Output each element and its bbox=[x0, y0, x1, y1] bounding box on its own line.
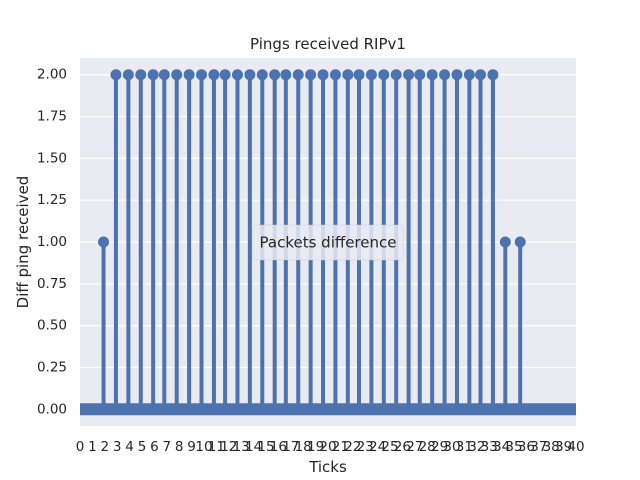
x-tick-label: 15 bbox=[257, 439, 274, 455]
x-tick-label: 5 bbox=[138, 439, 147, 455]
x-tick-label: 25 bbox=[381, 439, 398, 455]
stem-marker bbox=[219, 69, 231, 81]
stem-marker bbox=[451, 69, 463, 81]
legend-label: Packets difference bbox=[260, 234, 397, 252]
x-tick-label: 12 bbox=[220, 439, 237, 455]
x-tick-label: 11 bbox=[208, 439, 225, 455]
x-tick-label: 36 bbox=[518, 439, 535, 455]
chart-title: Pings received RIPv1 bbox=[250, 35, 406, 53]
x-tick-label: 27 bbox=[406, 439, 423, 455]
stem-marker bbox=[463, 69, 475, 81]
x-tick-label: 35 bbox=[505, 439, 522, 455]
stem-marker bbox=[305, 69, 317, 81]
stem-marker bbox=[292, 69, 304, 81]
x-tick-label: 10 bbox=[195, 439, 212, 455]
x-tick-label: 8 bbox=[175, 439, 184, 455]
x-tick-label: 22 bbox=[344, 439, 361, 455]
y-tick-label: 0.00 bbox=[37, 401, 67, 417]
stem-marker bbox=[378, 69, 390, 81]
x-ticks: 0 1 2 3 4 5 6 7 8 9 101112131415161718192021222324… bbox=[76, 439, 585, 455]
x-tick-label: 39 bbox=[555, 439, 572, 455]
y-ticks: 0.00 0.25 0.50 0.75 1.00 1.25 1.50 1.75 2.00 bbox=[37, 67, 67, 418]
stem-marker bbox=[487, 69, 499, 81]
stem-marker bbox=[342, 69, 354, 81]
x-tick-label: 17 bbox=[282, 439, 299, 455]
y-tick-label: 1.75 bbox=[37, 109, 67, 125]
x-tick-label: 1 bbox=[88, 439, 97, 455]
stem-marker bbox=[426, 69, 438, 81]
legend-box bbox=[252, 224, 404, 261]
legend: Packets difference bbox=[252, 224, 404, 261]
x-tick-label: 38 bbox=[543, 439, 560, 455]
x-tick-label: 4 bbox=[125, 439, 134, 455]
stem-marker bbox=[196, 69, 208, 81]
stem-marker bbox=[439, 69, 451, 81]
x-tick-label: 31 bbox=[456, 439, 473, 455]
x-tick-label: 28 bbox=[419, 439, 436, 455]
stem-marker bbox=[158, 69, 170, 81]
y-tick-label: 0.50 bbox=[37, 318, 67, 334]
x-tick-label: 16 bbox=[270, 439, 287, 455]
x-tick-label: 19 bbox=[307, 439, 324, 455]
y-tick-label: 2.00 bbox=[37, 67, 67, 83]
stem-marker bbox=[208, 69, 220, 81]
x-tick-label: 33 bbox=[481, 439, 498, 455]
x-tick-label: 9 bbox=[187, 439, 196, 455]
x-tick-label: 23 bbox=[357, 439, 374, 455]
stem-marker bbox=[122, 69, 134, 81]
x-tick-label: 0 bbox=[76, 439, 85, 455]
stem-marker bbox=[231, 69, 243, 81]
stem-marker bbox=[514, 236, 526, 248]
stem-marker bbox=[269, 69, 281, 81]
stem-marker bbox=[329, 69, 341, 81]
x-tick-label: 29 bbox=[431, 439, 448, 455]
x-tick-label: 24 bbox=[369, 439, 386, 455]
stem-marker bbox=[171, 69, 183, 81]
y-tick-label: 0.75 bbox=[37, 276, 67, 292]
x-tick-label: 21 bbox=[332, 439, 349, 455]
stem-marker bbox=[183, 69, 195, 81]
y-axis-label: Diff ping received bbox=[14, 176, 32, 309]
x-axis-label: Ticks bbox=[308, 458, 347, 476]
stem-marker bbox=[147, 69, 159, 81]
x-tick-label: 32 bbox=[468, 439, 485, 455]
stem-marker bbox=[110, 69, 122, 81]
x-tick-label: 18 bbox=[295, 439, 312, 455]
stem-marker bbox=[353, 69, 365, 81]
stem-marker bbox=[98, 236, 110, 248]
x-tick-label: 2 bbox=[101, 439, 110, 455]
y-tick-label: 1.00 bbox=[37, 234, 67, 250]
x-tick-label: 7 bbox=[163, 439, 172, 455]
stem-marker bbox=[390, 69, 402, 81]
stem-marker bbox=[499, 236, 511, 248]
x-tick-label: 3 bbox=[113, 439, 122, 455]
stem-marker bbox=[244, 69, 256, 81]
x-tick-label: 20 bbox=[319, 439, 336, 455]
x-tick-label: 14 bbox=[245, 439, 262, 455]
x-tick-label: 37 bbox=[530, 439, 547, 455]
y-tick-label: 0.25 bbox=[37, 359, 67, 375]
stem-marker bbox=[256, 69, 268, 81]
x-tick-label: 40 bbox=[567, 439, 584, 455]
stem-marker bbox=[280, 69, 292, 81]
stem-marker bbox=[475, 69, 487, 81]
stem-marker bbox=[365, 69, 377, 81]
y-tick-label: 1.50 bbox=[37, 150, 67, 166]
x-tick-label: 6 bbox=[150, 439, 159, 455]
stems bbox=[80, 69, 576, 416]
stem-marker bbox=[414, 69, 426, 81]
x-tick-label: 34 bbox=[493, 439, 510, 455]
stem-marker bbox=[135, 69, 147, 81]
stem-marker bbox=[403, 69, 415, 81]
x-tick-label: 30 bbox=[443, 439, 460, 455]
x-tick-label: 26 bbox=[394, 439, 411, 455]
y-tick-label: 1.25 bbox=[37, 192, 67, 208]
x-tick-label: 13 bbox=[233, 439, 250, 455]
stem-marker bbox=[317, 69, 329, 81]
